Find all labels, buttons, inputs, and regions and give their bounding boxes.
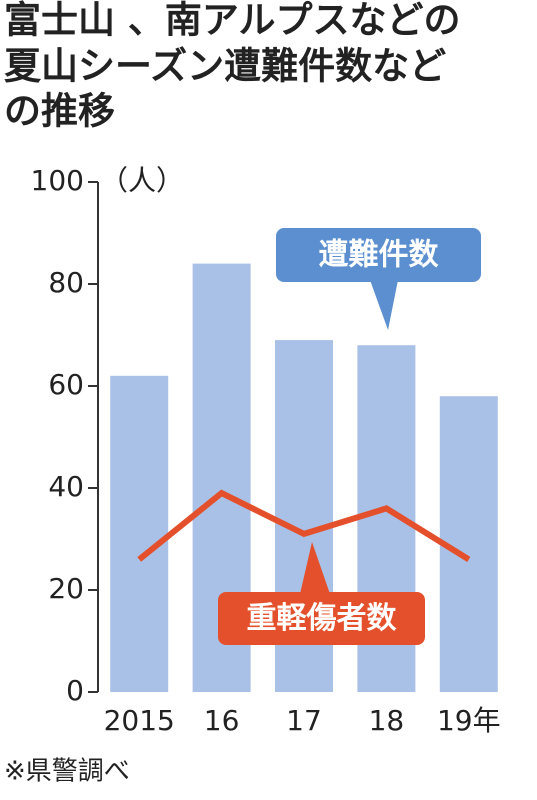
x-tick-label: 16 — [204, 704, 240, 737]
y-tick-label: 80 — [48, 266, 84, 299]
legend-label: 重軽傷者数 — [247, 601, 398, 636]
source-note: ※県警調べ — [4, 757, 130, 787]
legend-pointer — [300, 542, 330, 594]
y-tick-label: 100 — [31, 164, 84, 197]
chart-title: 富士山 、南アルプスなどの — [4, 0, 461, 42]
line — [137, 489, 471, 562]
x-tick-label: 2015 — [104, 704, 175, 737]
y-axis-label: （人） — [100, 164, 184, 197]
legend-box — [276, 228, 481, 282]
legend-label: 遭難件数 — [319, 238, 440, 273]
chart-title: の推移 — [4, 90, 115, 133]
y-tick-label: 20 — [48, 572, 84, 605]
x-tick-label: 17 — [286, 704, 322, 737]
legend-pointer — [370, 280, 398, 330]
bar — [110, 375, 169, 692]
y-tick-label: 0 — [66, 674, 84, 707]
chart-title: 夏山シーズン遭難件数など — [4, 45, 446, 88]
legend-box — [218, 592, 425, 645]
y-tick-label: 40 — [48, 470, 84, 503]
y-tick-label: 60 — [48, 368, 84, 401]
x-tick-label: 18 — [369, 704, 405, 737]
x-tick-label: 19年 — [437, 704, 501, 737]
